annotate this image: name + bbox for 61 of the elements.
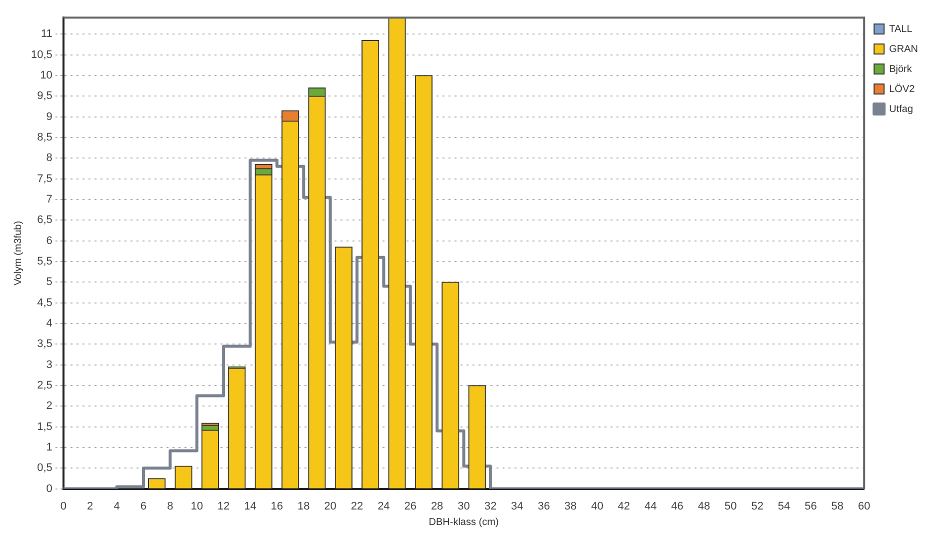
x-tick-label: 2 [87, 500, 94, 512]
y-tick-label: 3,5 [37, 338, 52, 350]
x-tick-label: 30 [458, 500, 470, 512]
x-tick-label: 50 [724, 500, 737, 512]
x-tick-label: 54 [778, 500, 790, 512]
x-axis-title: DBH-klass (cm) [428, 516, 499, 528]
y-tick-label: 11 [40, 28, 52, 40]
x-tick-label: 24 [378, 500, 390, 512]
y-tick-label: 4 [46, 318, 52, 330]
y-tick-label: 0 [46, 482, 52, 495]
x-tick-label: 52 [751, 500, 764, 512]
legend-label: LÖV2 [889, 82, 916, 95]
y-tick-label: 2 [46, 400, 52, 412]
y-tick-label: 10,5 [30, 48, 52, 61]
y-axis-title: Volym (m3fub) [12, 220, 24, 286]
x-tick-label: 48 [698, 500, 710, 512]
x-tick-label: 22 [350, 500, 364, 512]
x-tick-label: 34 [511, 500, 524, 512]
y-tick-label: 7 [46, 194, 52, 206]
x-tick-label: 38 [564, 500, 577, 512]
legend-label: TALL [889, 24, 913, 35]
y-tick-label: 10 [40, 70, 52, 82]
x-tick-label: 10 [190, 500, 203, 512]
x-tick-label: 46 [671, 500, 684, 512]
legend-label: Utfag [889, 104, 914, 115]
x-tick-label: 44 [644, 500, 657, 512]
y-tick-label: 7,5 [37, 172, 52, 185]
x-tick-label: 40 [591, 500, 604, 512]
y-tick-label: 1 [46, 442, 52, 454]
y-tick-label: 8 [46, 152, 52, 164]
x-tick-label: 0 [60, 500, 66, 512]
y-tick-label: 2,5 [37, 380, 52, 392]
x-tick-label: 32 [484, 500, 497, 512]
x-tick-label: 36 [538, 500, 550, 512]
x-tick-label: 18 [297, 500, 310, 512]
x-tick-label: 26 [404, 500, 417, 512]
x-tick-label: 60 [858, 500, 870, 512]
y-tick-label: 9 [46, 110, 52, 123]
legend-label: GRAN [889, 44, 918, 55]
x-tick-label: 6 [140, 500, 147, 512]
y-tick-label: 1,5 [37, 420, 52, 433]
x-tick-label: 20 [324, 500, 336, 512]
x-tick-label: 8 [167, 500, 174, 512]
x-tick-label: 56 [804, 500, 817, 512]
x-tick-label: 42 [618, 500, 630, 512]
y-tick-label: 4,5 [37, 296, 52, 309]
legend-label: Björk [889, 64, 913, 75]
y-tick-label: 5 [46, 276, 52, 288]
y-tick-label: 6 [46, 234, 52, 247]
x-tick-label: 4 [114, 500, 120, 512]
x-tick-label: 12 [217, 500, 230, 512]
y-tick-label: 3 [46, 358, 52, 371]
y-tick-label: 8,5 [37, 132, 52, 144]
x-tick-label: 28 [430, 500, 444, 512]
y-tick-label: 6,5 [37, 214, 52, 226]
y-tick-label: 0,5 [37, 462, 52, 474]
x-tick-label: 16 [270, 500, 284, 512]
y-tick-label: 9,5 [37, 90, 52, 102]
x-tick-label: 58 [831, 500, 844, 512]
y-tick-label: 5,5 [37, 256, 52, 268]
x-tick-label: 14 [244, 500, 256, 512]
